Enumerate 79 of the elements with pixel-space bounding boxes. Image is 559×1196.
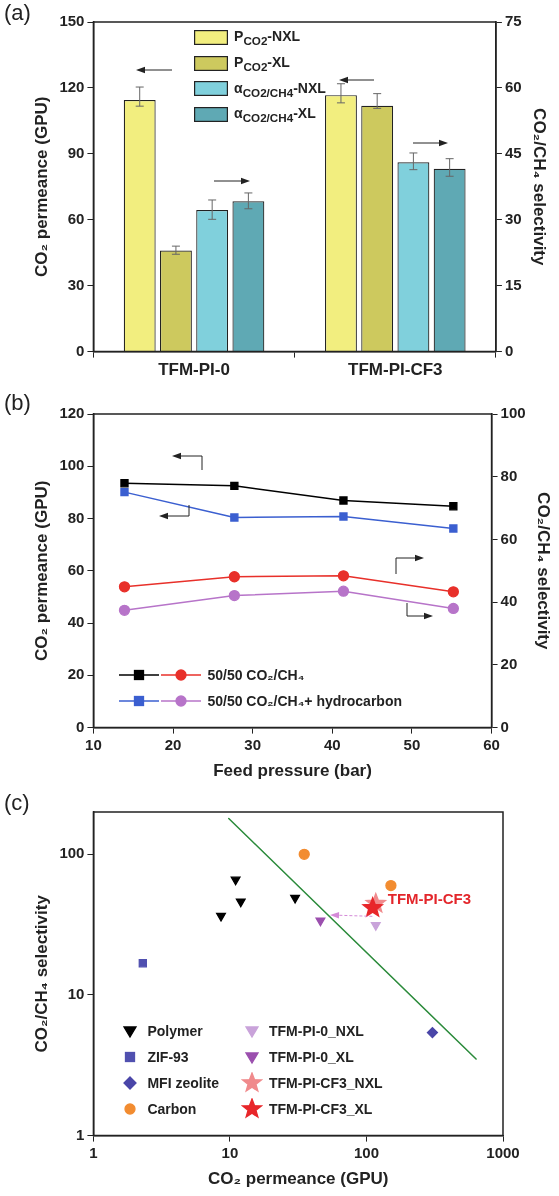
- y-tick-label: 120: [59, 78, 85, 96]
- y-tick-label: 120: [59, 404, 85, 422]
- x-tick-label: 40: [323, 735, 341, 753]
- y-tick-label: 100: [59, 844, 85, 862]
- y2-tick-label: 0: [504, 341, 514, 359]
- legend-label: TFM-PI-CF3_NXL: [268, 1074, 383, 1091]
- y-tick-label: 30: [67, 275, 85, 293]
- annotation: TFM-PI-CF3: [387, 889, 472, 907]
- x-axis-title: Feed pressure (bar): [213, 761, 372, 781]
- point: [118, 581, 131, 593]
- y2-tick-label: 15: [504, 275, 522, 293]
- point: [120, 479, 129, 488]
- chart-title: (b): [4, 390, 31, 416]
- y-tick-label: 40: [67, 613, 85, 631]
- legend-label: P$_{CO2}$-NXL: [234, 28, 301, 47]
- y-axis-title: CO₂/CH₄ selectivity: [31, 894, 51, 1053]
- point: [230, 481, 239, 491]
- x-tick-label: 10: [221, 1143, 239, 1161]
- y-axis-title: CO₂ permeance (GPU): [31, 480, 51, 662]
- point: [228, 571, 241, 583]
- chart-title: (a): [4, 0, 31, 26]
- legend-label: P$_{CO2}$-XL: [234, 53, 290, 73]
- point: [230, 513, 239, 522]
- y-tick-label: 60: [67, 560, 85, 578]
- legend-label: TFM-PI-CF3_XL: [268, 1100, 373, 1117]
- point: [339, 512, 348, 521]
- y2-axis-title: CO₂/CH₄ selectivity: [534, 492, 554, 651]
- y2-tick-label: 60: [504, 78, 522, 96]
- point: [447, 586, 459, 598]
- y2-tick-label: 20: [500, 655, 518, 673]
- x-axis-title: CO₂ permeance (GPU): [207, 1169, 389, 1189]
- legend-label: ZIF-93: [147, 1048, 189, 1065]
- legend-label: Polymer: [147, 1022, 203, 1039]
- point: [337, 585, 350, 597]
- x-tick-label: 20: [164, 735, 182, 753]
- point: [449, 524, 458, 533]
- y-tick-label: 1: [76, 1125, 85, 1143]
- x-tick-label: 60: [483, 735, 500, 753]
- y2-axis-title: CO₂/CH₄ selectivity: [530, 108, 550, 267]
- legend-label: 50/50 CO₂/CH₄: [207, 666, 305, 683]
- y-tick-label: 60: [67, 209, 85, 227]
- x-tick-label: 30: [244, 735, 262, 753]
- point: [449, 502, 458, 511]
- y-tick-label: 150: [59, 12, 85, 30]
- legend-label: Carbon: [147, 1100, 197, 1117]
- y-tick-label: 90: [67, 143, 85, 161]
- y-axis-title: CO₂ permeance (GPU): [31, 96, 51, 278]
- point: [339, 496, 348, 505]
- x-tick-label: 1000: [486, 1143, 520, 1161]
- legend-label: α$_{CO2/CH4}$-NXL: [234, 79, 326, 99]
- chart-title: (c): [4, 790, 30, 816]
- y2-tick-label: 45: [504, 143, 522, 161]
- x-tick-label: 100: [353, 1143, 379, 1161]
- y-tick-label: 10: [67, 985, 85, 1003]
- y2-tick-label: 30: [504, 209, 522, 227]
- point: [337, 570, 350, 582]
- y2-tick-label: 40: [500, 592, 518, 610]
- y2-tick-label: 100: [500, 404, 526, 422]
- point: [120, 487, 129, 497]
- y2-tick-label: 75: [504, 12, 522, 30]
- legend-label: α$_{CO2/CH4}$-XL: [234, 105, 316, 125]
- point: [228, 589, 241, 602]
- x-tick-label: TFM-PI-0: [158, 360, 230, 380]
- y2-tick-label: 0: [500, 717, 509, 735]
- y-tick-label: 20: [67, 665, 85, 683]
- x-tick-label: 1: [89, 1143, 98, 1161]
- point: [447, 602, 459, 615]
- legend-label: MFI zeolite: [147, 1074, 219, 1091]
- y-tick-label: 0: [76, 341, 85, 359]
- x-tick-label: 50: [403, 735, 421, 753]
- legend-label: TFM-PI-0_XL: [268, 1048, 354, 1065]
- legend-label: 50/50 CO₂/CH₄+ hydrocarbon: [207, 692, 402, 709]
- legend-label: TFM-PI-0_NXL: [268, 1022, 364, 1039]
- y-tick-label: 80: [67, 508, 85, 526]
- point: [118, 604, 131, 616]
- y2-tick-label: 60: [500, 529, 518, 547]
- y2-tick-label: 80: [500, 466, 518, 484]
- y-tick-label: 0: [76, 717, 85, 735]
- y-tick-label: 100: [59, 456, 85, 474]
